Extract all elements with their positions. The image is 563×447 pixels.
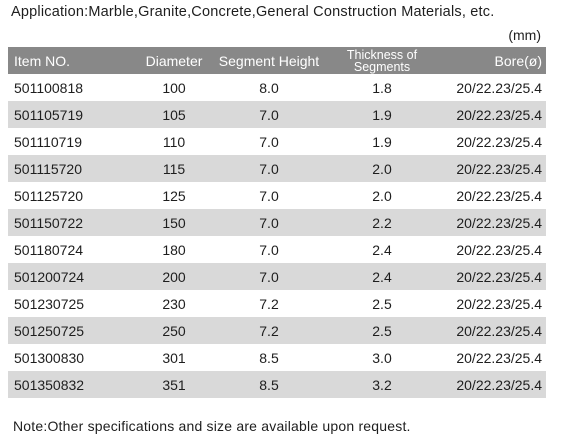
table-body: 501100818 100 8.0 1.8 20/22.23/25.4 501105719… [8,74,546,398]
cell-bore: 20/22.23/25.4 [456,214,542,231]
cell-diameter: 105 [162,106,186,123]
cell-bore: 20/22.23/25.4 [456,241,542,258]
cell-thickness: 3.0 [372,349,392,366]
table-row: 501180724 180 7.0 2.4 20/22.23/25.4 [8,236,546,263]
cell-item-no: 501105719 [14,106,84,123]
table-row: 501115720 115 7.0 2.0 20/22.23/25.4 [8,155,546,182]
cell-bore: 20/22.23/25.4 [456,106,542,123]
cell-segment-height: 8.0 [259,79,279,96]
cell-thickness: 3.2 [372,376,392,393]
cell-thickness: 2.4 [372,268,392,285]
header-thickness: Thickness of Segments [326,47,438,74]
cell-item-no: 501100818 [14,79,84,96]
table-row: 501250725 250 7.2 2.5 20/22.23/25.4 [8,317,546,344]
cell-thickness: 1.8 [372,79,392,96]
header-thickness-line2: Segments [353,59,411,74]
cell-diameter: 100 [162,79,186,96]
cell-diameter: 200 [162,268,186,285]
cell-diameter: 110 [162,133,186,150]
cell-item-no: 501125720 [14,187,84,204]
cell-segment-height: 7.0 [259,160,279,177]
table-row: 501125720 125 7.0 2.0 20/22.23/25.4 [8,182,546,209]
unit-label: (mm) [508,27,541,43]
cell-item-no: 501350832 [14,376,85,393]
spec-table: Item NO. Diameter Segment Height Thickne… [8,47,546,398]
cell-item-no: 501300830 [14,349,85,366]
cell-bore: 20/22.23/25.4 [456,295,542,312]
cell-thickness: 2.0 [372,187,392,204]
cell-thickness: 2.5 [372,295,392,312]
cell-thickness: 2.0 [372,160,392,177]
cell-item-no: 501110719 [14,133,82,150]
cell-segment-height: 7.2 [259,322,279,339]
table-row: 501105719 105 7.0 1.9 20/22.23/25.4 [8,101,546,128]
cell-bore: 20/22.23/25.4 [456,79,542,96]
cell-bore: 20/22.23/25.4 [456,160,542,177]
header-row: Item NO. Diameter Segment Height Thickne… [8,47,546,74]
cell-item-no: 501200724 [14,268,85,285]
table-row: 501350832 351 8.5 3.2 20/22.23/25.4 [8,371,546,398]
cell-diameter: 150 [162,214,186,231]
cell-diameter: 351 [162,376,186,393]
cell-bore: 20/22.23/25.4 [456,133,542,150]
note-text: Note:Other specifications and size are a… [13,418,411,434]
cell-diameter: 115 [162,160,186,177]
cell-thickness: 2.2 [372,214,392,231]
header-diameter: Diameter [145,52,203,69]
cell-diameter: 180 [162,241,186,258]
cell-bore: 20/22.23/25.4 [456,376,542,393]
cell-diameter: 230 [162,295,186,312]
table-row: 501150722 150 7.0 2.2 20/22.23/25.4 [8,209,546,236]
header-item-no: Item NO. [14,52,71,69]
cell-item-no: 501180724 [14,241,84,258]
cell-item-no: 501250725 [14,322,85,339]
table-row: 501300830 301 8.5 3.0 20/22.23/25.4 [8,344,546,371]
cell-thickness: 2.5 [372,322,392,339]
cell-bore: 20/22.23/25.4 [456,322,542,339]
header-thickness-line1: Thickness of [346,47,418,62]
table-row: 501200724 200 7.0 2.4 20/22.23/25.4 [8,263,546,290]
cell-segment-height: 8.5 [259,349,279,366]
header-segment-height: Segment Height [218,52,320,69]
cell-segment-height: 7.0 [259,268,279,285]
cell-item-no: 501230725 [14,295,85,312]
table-header: Item NO. Diameter Segment Height Thickne… [8,47,546,74]
application-text: Application:Marble,Granite,Concrete,Gene… [11,4,495,20]
header-bore: Bore(ø) [494,52,542,69]
table-row: 501110719 110 7.0 1.9 20/22.23/25.4 [8,128,546,155]
cell-bore: 20/22.23/25.4 [456,268,542,285]
cell-segment-height: 7.0 [259,133,279,150]
cell-segment-height: 7.0 [259,214,279,231]
cell-thickness: 1.9 [372,106,392,123]
table-row: 501100818 100 8.0 1.8 20/22.23/25.4 [8,74,546,101]
cell-segment-height: 7.0 [259,241,279,258]
cell-segment-height: 7.0 [259,187,279,204]
cell-diameter: 301 [162,349,186,366]
cell-item-no: 501115720 [14,160,82,177]
cell-bore: 20/22.23/25.4 [456,187,542,204]
cell-bore: 20/22.23/25.4 [456,349,542,366]
cell-item-no: 501150722 [14,214,84,231]
cell-segment-height: 7.0 [259,106,279,123]
cell-thickness: 1.9 [372,133,392,150]
cell-thickness: 2.4 [372,241,392,258]
table-row: 501230725 230 7.2 2.5 20/22.23/25.4 [8,290,546,317]
cell-segment-height: 7.2 [259,295,279,312]
cell-segment-height: 8.5 [259,376,279,393]
cell-diameter: 125 [162,187,186,204]
cell-diameter: 250 [162,322,186,339]
